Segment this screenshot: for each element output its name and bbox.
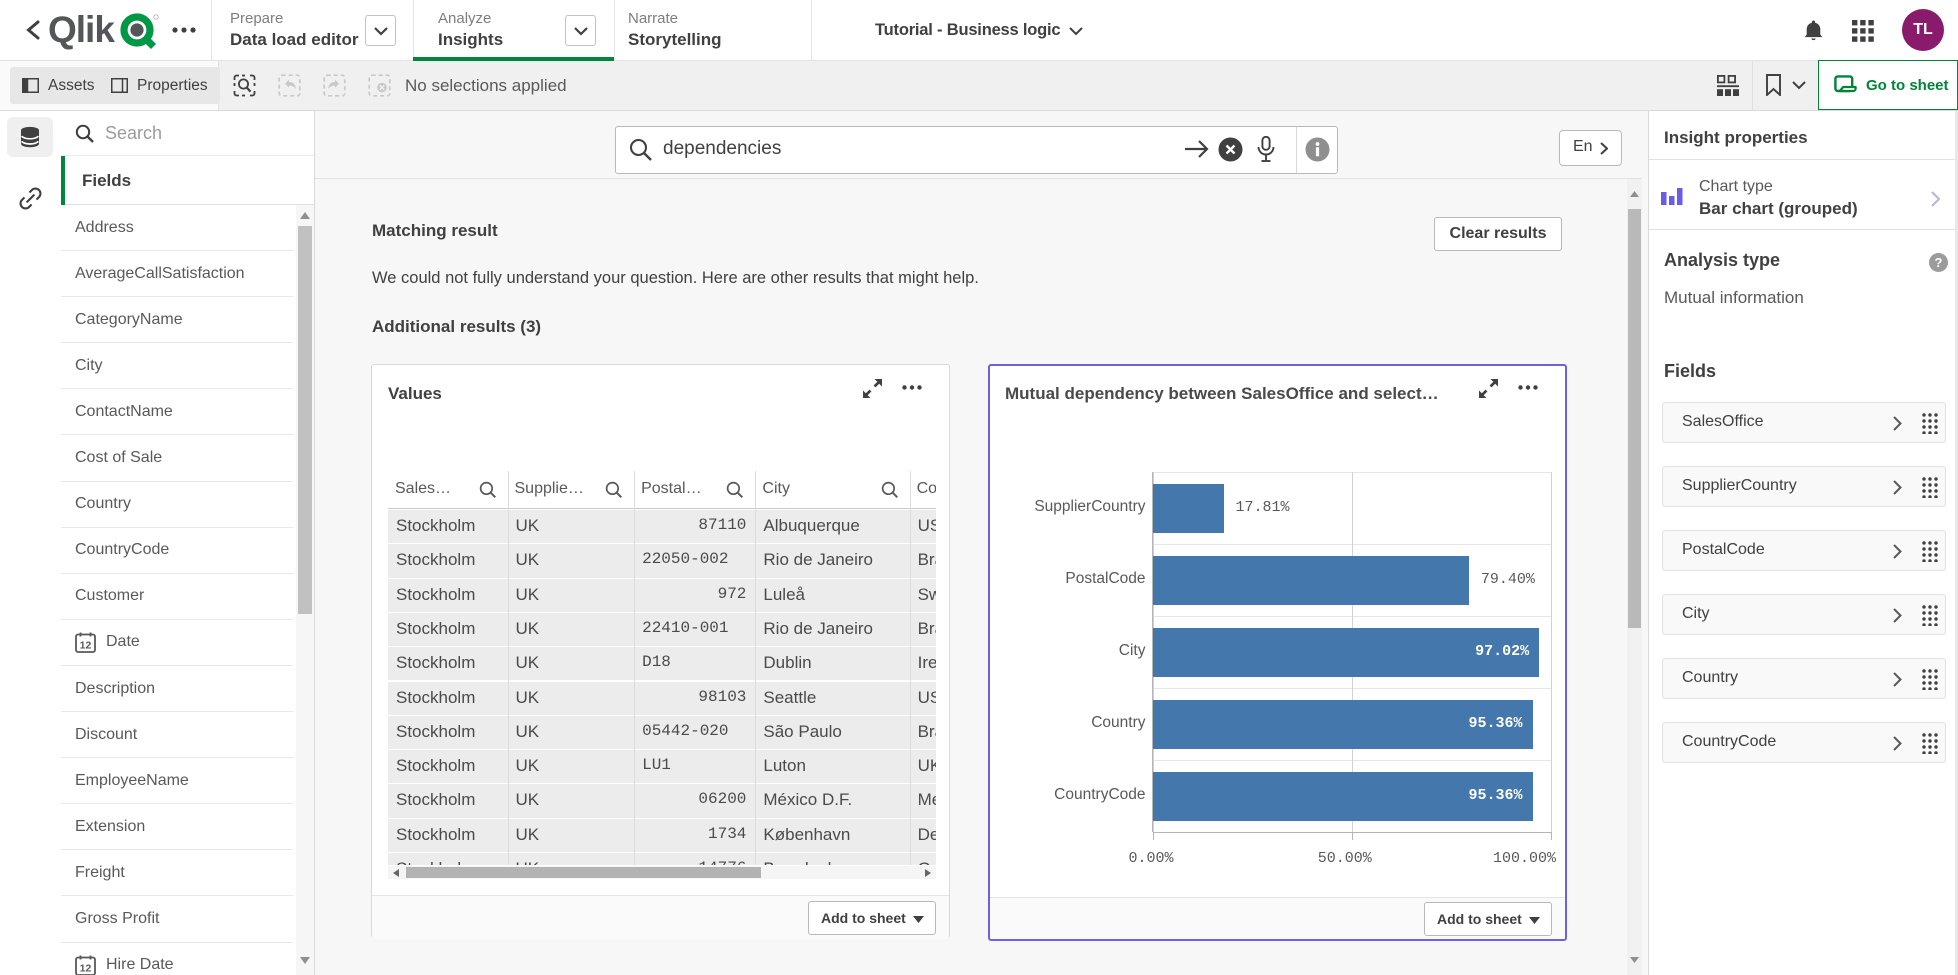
svg-text:12: 12 <box>80 962 92 974</box>
svg-text:12: 12 <box>80 639 92 651</box>
